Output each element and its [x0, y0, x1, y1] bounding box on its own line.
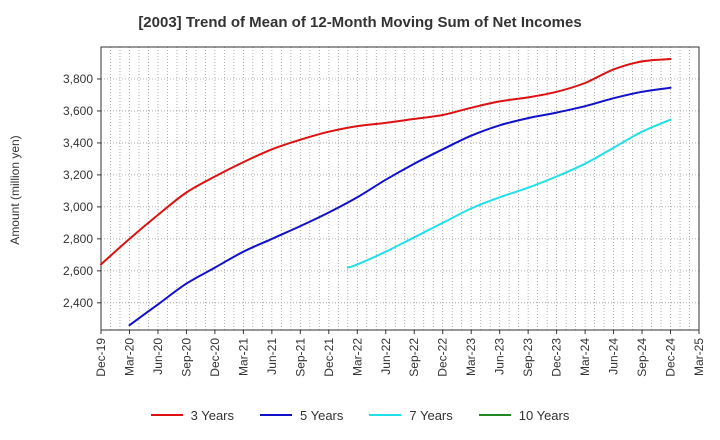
- x-tick-label: Sep-21: [293, 338, 307, 377]
- x-tick-label: Dec-23: [550, 338, 564, 377]
- x-tick-label: Sep-24: [635, 338, 649, 377]
- x-axis: Dec-19 Mar-20 Jun-20 Sep-20 Dec-20 Mar-21 Jun-…: [94, 330, 706, 377]
- x-tick-label: Mar-23: [464, 338, 478, 376]
- legend-item-10-years: 10 Years: [478, 405, 570, 425]
- legend: 3 Years 5 Years 7 Years 10 Years: [0, 405, 720, 425]
- x-tick-label: Jun-21: [265, 338, 279, 375]
- grid-layer: [100, 47, 700, 330]
- x-tick-label: Dec-22: [436, 338, 450, 377]
- x-tick-label: Sep-22: [407, 338, 421, 377]
- series-line-3-years: [100, 58, 672, 266]
- series-line-7-years: [346, 118, 672, 269]
- x-tick-label: Dec-20: [208, 338, 222, 377]
- legend-swatch: [369, 414, 402, 416]
- chart-title: [2003] Trend of Mean of 12-Month Moving …: [138, 14, 582, 31]
- x-tick-label: Dec-24: [664, 338, 678, 377]
- legend-item-5-years: 5 Years: [260, 405, 343, 425]
- x-tick-label: Jun-22: [379, 338, 393, 375]
- x-tick-label: Mar-25: [692, 338, 706, 376]
- legend-swatch: [478, 414, 511, 416]
- series-layer: [100, 58, 672, 327]
- legend-swatch: [150, 414, 183, 416]
- y-tick-label: 2,800: [63, 232, 93, 246]
- series-line-5-years: [128, 86, 672, 327]
- x-tick-label: Dec-19: [94, 338, 108, 377]
- y-tick-label: 3,000: [63, 200, 93, 214]
- x-tick-label: Mar-22: [350, 338, 364, 376]
- legend-label: 5 Years: [300, 407, 344, 423]
- plot-frame: [100, 46, 700, 331]
- x-tick-label: Sep-23: [521, 338, 535, 377]
- x-tick-label: Jun-23: [493, 338, 507, 375]
- y-tick-label: 3,800: [63, 72, 93, 86]
- legend-item-3-years: 3 Years: [150, 405, 234, 425]
- y-tick-label: 3,200: [63, 168, 93, 182]
- y-axis-label: Amount (million yen): [8, 135, 22, 244]
- x-tick-label: Mar-24: [578, 338, 592, 376]
- x-tick-label: Dec-21: [322, 338, 336, 377]
- y-tick-label: 2,400: [63, 296, 93, 310]
- x-tick-label: Jun-20: [151, 338, 165, 375]
- legend-swatch: [260, 414, 292, 416]
- y-tick-label: 3,600: [63, 104, 93, 118]
- y-axis: 2,400 2,600 2,800 3,000 3,200 3,400 3,600 3,800: [63, 72, 101, 310]
- x-tick-label: Jun-24: [607, 338, 621, 375]
- y-tick-label: 2,600: [63, 264, 93, 278]
- x-tick-label: Mar-20: [122, 338, 136, 376]
- y-tick-label: 3,400: [63, 136, 93, 150]
- x-tick-label: Sep-20: [179, 338, 193, 377]
- legend-label: 10 Years: [518, 407, 570, 423]
- legend-label: 3 Years: [190, 407, 234, 423]
- legend-label: 7 Years: [409, 407, 453, 423]
- x-tick-label: Mar-21: [236, 338, 250, 376]
- legend-item-7-years: 7 Years: [369, 405, 453, 425]
